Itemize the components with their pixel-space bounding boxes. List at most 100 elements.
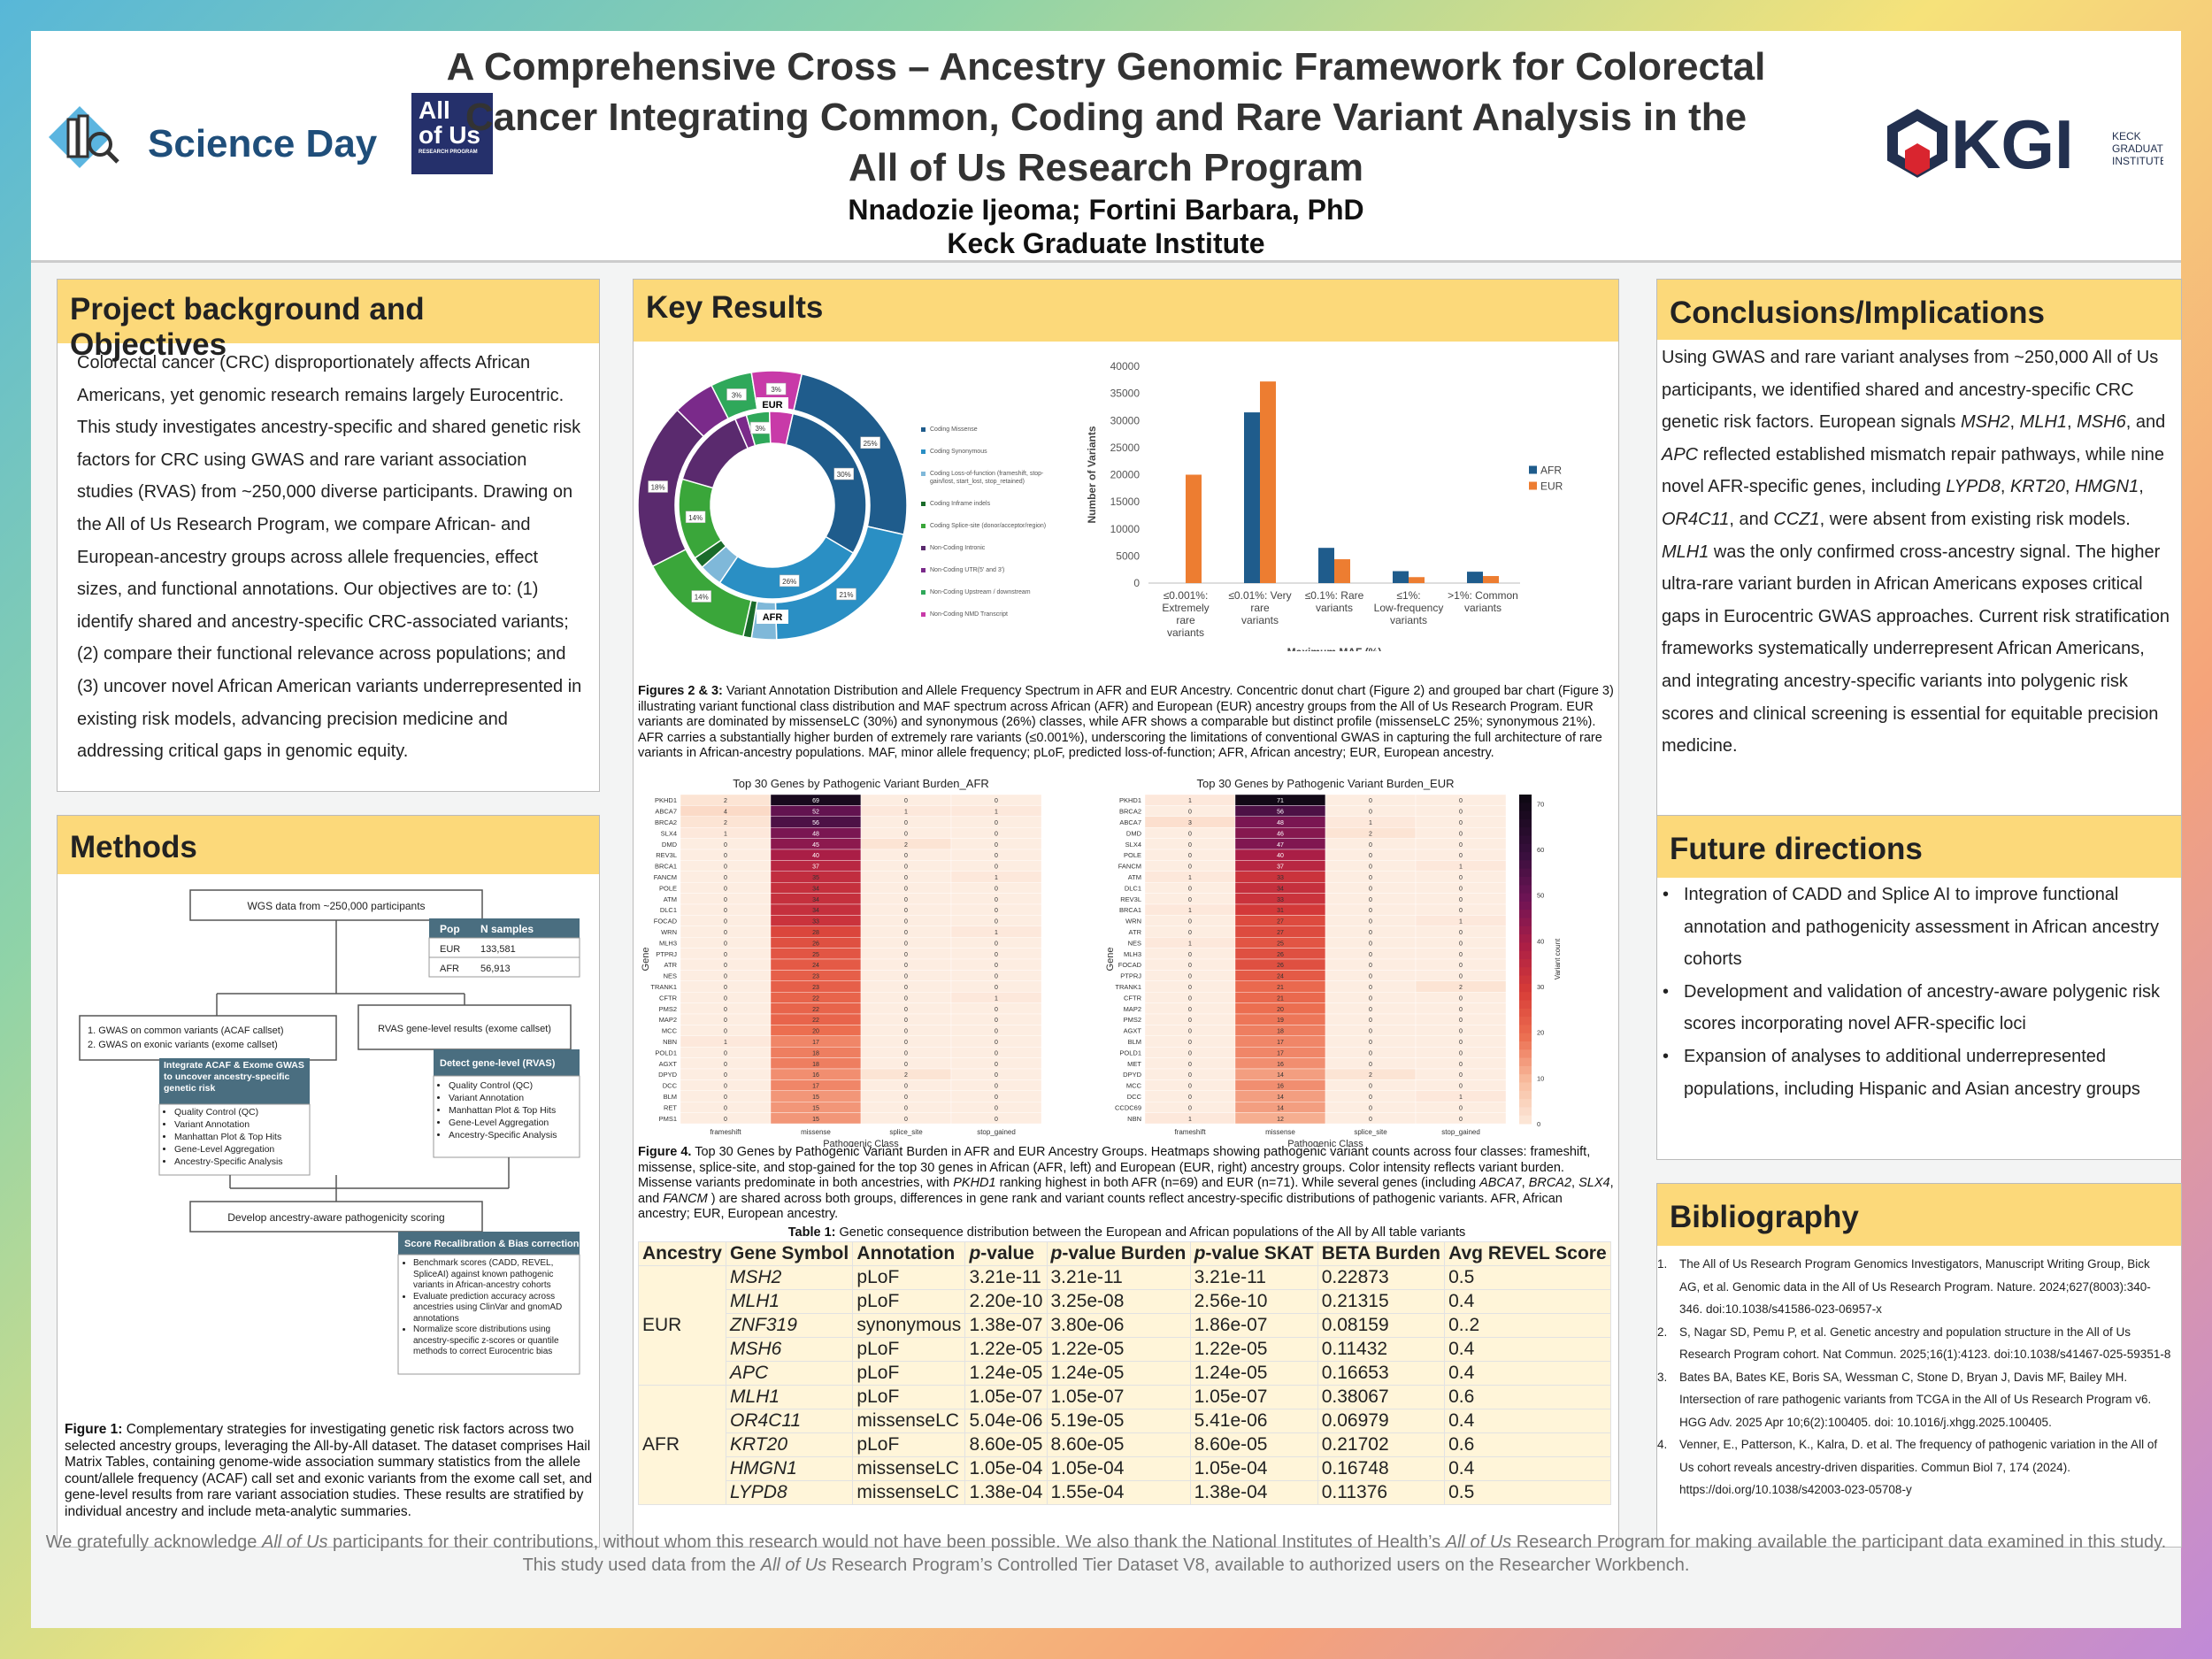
heatmap-value: 0 [1459,995,1463,1002]
class-label: frameshift [1174,1128,1206,1136]
legend-label: Non-Coding UTR(5' and 3') [930,567,1005,573]
y-tick-label: 40000 [1110,360,1141,373]
table-cell: synonymous [852,1313,966,1338]
class-label: frameshift [710,1128,741,1136]
table-cell: 1.05e-07 [1046,1385,1191,1409]
colorbar-segment [1519,1090,1532,1100]
heatmap-value: 0 [1459,1029,1463,1035]
heatmap-value: 0 [1369,1050,1372,1056]
table-cell: 1.05e-07 [1189,1385,1318,1409]
heatmap-value: 0 [1369,1084,1372,1090]
institution: Keck Graduate Institute [947,227,1265,259]
future-item: Development and validation of ancestry-a… [1657,976,2172,1041]
ancestry-cell: EUR [637,1265,727,1386]
gene-label: DMD [662,841,678,849]
gene-label: REV3L [1120,895,1141,903]
legend-swatch [921,568,926,572]
colorbar-segment [1519,967,1532,977]
heatmap-value: 0 [1459,930,1463,936]
gene-label: REV3L [656,851,677,859]
heatmap-value: 2 [1369,1072,1372,1079]
heatmap-value: 0 [1459,952,1463,958]
eur-slice [785,412,867,554]
heatmap-value: 24 [1277,974,1284,980]
heatmap-value: 20 [1277,1007,1284,1013]
score-item: Benchmark scores (CADD, REVEL, SpliceAI)… [413,1258,578,1292]
legend-label: Non-Coding NMD Transcript [930,611,1008,618]
gene-label: ABCA7 [655,808,677,816]
afr-ring-label: AFR [763,612,783,623]
score-title-box [398,1232,580,1255]
legend-label: Coding Missense [930,426,978,433]
table-row: AFR MLH1 pLoF 1.05e-07 1.05e-07 1.05e-07 0.380… [637,1385,1611,1505]
heatmap-value: 0 [904,897,908,903]
legend-swatch [921,524,926,528]
science-day-logo: Science Day [49,106,378,168]
table-cell: 0.11432 [1317,1337,1446,1362]
heatmap-value: 0 [995,820,998,826]
heatmap-value: 4 [724,810,727,816]
heatmap-value: 0 [724,974,727,980]
heatmap-value: 0 [1459,1050,1463,1056]
table-cell: 3.21e-11 [964,1265,1048,1290]
table-cell: 1.38e-04 [964,1480,1048,1505]
legend-label: Coding Splice-site (donor/acceptor/regio… [930,523,1047,529]
heatmap-value: 0 [1188,1084,1192,1090]
bar-afr [1467,572,1483,583]
table-cell: 8.60e-05 [1189,1432,1318,1457]
eur-slice-label: 3% [755,425,765,433]
results-table: Ancestry Gene Symbol Annotation p-value p-va… [637,1241,1611,1505]
heatmap-value: 0 [904,1007,908,1013]
heatmap-value: 48 [812,831,819,837]
heatmap-value: 0 [724,941,727,947]
heatmap-value: 34 [812,908,819,914]
caption-label: Figures 2 & 3: [638,684,723,698]
heatmap-value: 0 [724,853,727,859]
kgi-sub: INSTITUTE [2112,155,2163,167]
heatmap-value: 0 [995,985,998,991]
heatmap-value: 3 [1188,820,1192,826]
heatmap-value: 0 [1459,1072,1463,1079]
table-cell: 2.56e-10 [1189,1289,1318,1314]
legend-swatch [921,427,926,432]
table-cell: 0.6 [1444,1432,1611,1457]
table-cell: 1.24e-05 [1189,1361,1318,1386]
colorbar-segment [1519,942,1532,952]
table-header: BETA Burden [1317,1241,1446,1266]
methods-panel: Methods WGS data from ~250,000 participa… [57,815,600,1548]
score-item: Normalize score distributions using ance… [413,1325,578,1358]
heatmap-value: 0 [1459,798,1463,804]
heatmap-value: 0 [904,930,908,936]
heatmap-value: 0 [1459,963,1463,969]
heatmap-value: 2 [1459,985,1463,991]
acknowledgement-part: participants for their contributions, wi… [327,1532,1446,1552]
table-cell: 0.5 [1444,1265,1611,1290]
heatmap-value: 14 [1277,1072,1284,1079]
acknowledgement-part: We gratefully acknowledge [45,1532,262,1552]
table-cell: 2.20e-10 [964,1289,1048,1314]
heatmap-value: 0 [904,831,908,837]
colorbar-segment [1519,1057,1532,1067]
y-tick-label: 5000 [1116,549,1140,562]
gene-label: FANCM [1118,863,1141,871]
heatmap-value: 17 [1277,1050,1284,1056]
colorbar-tick: 10 [1537,1074,1544,1082]
heatmap-value: 0 [904,886,908,892]
table-cell: pLoF [852,1337,966,1362]
gene-label: BRCA1 [655,863,677,871]
heatmap-value: 28 [812,930,819,936]
heatmap-value: 0 [1188,853,1192,859]
bibliography-text: S, Nagar SD, Pemu P, et al. Genetic ance… [1679,1325,2171,1362]
heatmap-value: 0 [1459,875,1463,881]
heatmap-value: 33 [1277,875,1284,881]
rvas-box [357,1004,572,1050]
heatmap-value: 2 [904,1072,908,1079]
gene-label: NBN [1127,1115,1141,1123]
heatmap-value: 0 [1459,1007,1463,1013]
figure4-caption: Figure 4. Top 30 Genes by Pathogenic Var… [638,1145,1616,1223]
table-cell: pLoF [852,1265,966,1290]
heatmap-value: 0 [724,919,727,926]
heatmap-value: 0 [904,1029,908,1035]
heatmap-value: 0 [1369,963,1372,969]
gene-label: MCC [662,1027,678,1035]
